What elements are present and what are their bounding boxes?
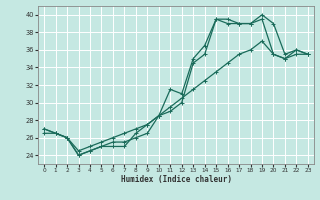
X-axis label: Humidex (Indice chaleur): Humidex (Indice chaleur) <box>121 175 231 184</box>
